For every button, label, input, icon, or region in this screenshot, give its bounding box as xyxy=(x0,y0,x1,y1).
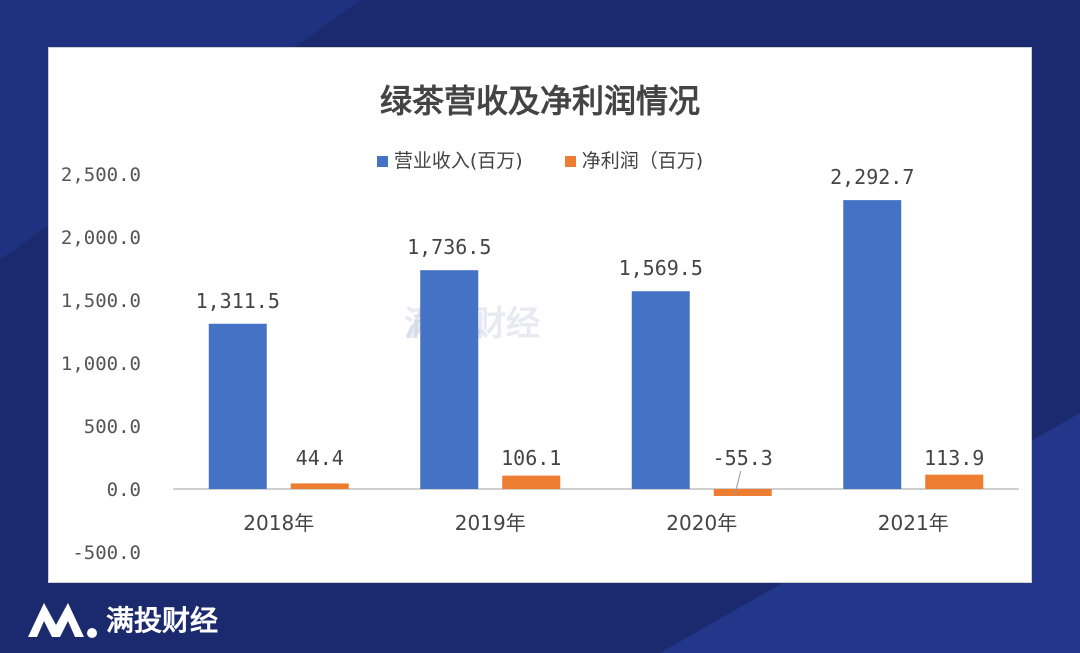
y-tick-label: -500.0 xyxy=(72,542,141,564)
brand-logo-icon xyxy=(28,603,97,638)
data-label: 2,292.7 xyxy=(830,165,914,189)
data-label: 113.9 xyxy=(924,446,984,470)
legend-label-net-profit: 净利润（百万) xyxy=(581,150,704,172)
y-tick-label: 0.0 xyxy=(107,479,141,501)
legend-item-revenue: 营业收入(百万) xyxy=(376,146,523,173)
legend-item-net-profit: 净利润（百万) xyxy=(564,146,704,173)
data-label-leader xyxy=(734,470,742,496)
data-label: -55.3 xyxy=(713,446,773,470)
data-label: 1,569.5 xyxy=(619,256,703,280)
brand-name: 满投财经 xyxy=(106,604,219,637)
data-label: 44.4 xyxy=(296,446,344,470)
bar-net-profit xyxy=(925,474,984,489)
x-tick-label: 2018年 xyxy=(243,511,314,535)
y-tick-label: 500.0 xyxy=(84,416,141,438)
y-tick-label: 1,500.0 xyxy=(61,290,141,312)
y-tick-label: 1,000.0 xyxy=(61,353,141,375)
legend-label-revenue: 营业收入(百万) xyxy=(393,150,523,172)
x-tick-label: 2020年 xyxy=(666,511,737,535)
chart-title: 绿茶营收及净利润情况 xyxy=(379,82,700,120)
x-tick-label: 2019年 xyxy=(455,511,526,535)
data-label: 1,736.5 xyxy=(407,235,491,259)
bar-revenue xyxy=(420,270,479,489)
chart-card: 绿茶营收及净利润情况 营业收入(百万) 净利润（百万) 满投财经 -500.00… xyxy=(48,47,1032,583)
y-tick-label: 2,500.0 xyxy=(61,164,141,186)
y-tick-label: 2,000.0 xyxy=(61,227,141,249)
bar-revenue xyxy=(843,200,902,489)
bar-net-profit xyxy=(502,475,561,489)
bar-revenue xyxy=(208,323,267,489)
bar-net-profit xyxy=(713,489,772,496)
chart-plot: -500.0 0.0 500.0 1,000.0 1,500.0 2,000.0 2,500… xyxy=(61,164,1019,564)
bar-net-profit xyxy=(290,483,349,489)
data-label: 1,311.5 xyxy=(196,289,280,313)
bar-revenue xyxy=(631,291,690,489)
data-label: 106.1 xyxy=(501,446,561,470)
chart-legend: 营业收入(百万) 净利润（百万) xyxy=(49,146,1031,173)
x-tick-label: 2021年 xyxy=(878,511,949,535)
legend-swatch-revenue xyxy=(376,156,388,167)
brand: 满投财经 xyxy=(26,597,218,641)
legend-swatch-net-profit xyxy=(564,156,576,167)
